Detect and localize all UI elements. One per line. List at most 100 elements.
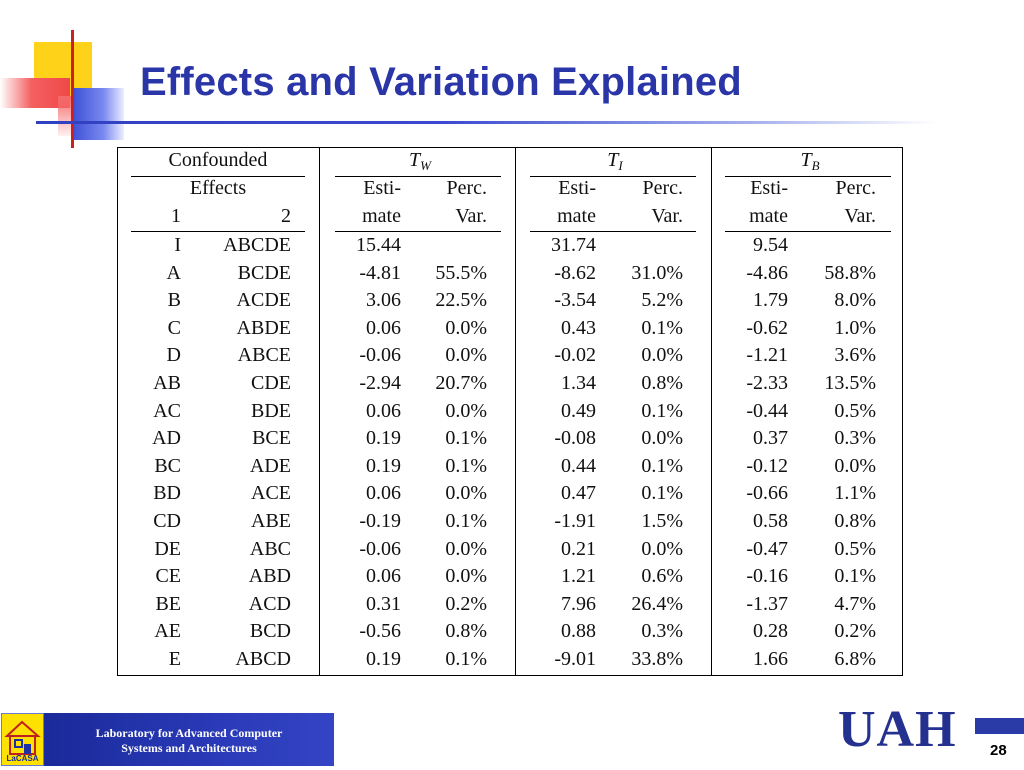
cell-effect-1: C <box>167 316 181 339</box>
cell-tb-estimate: -1.21 <box>746 344 788 367</box>
header-bottom-rule <box>335 231 501 232</box>
cell-tb-perc-var: 0.5% <box>834 399 876 422</box>
header-rule <box>335 176 501 177</box>
cell-ti-estimate: -3.54 <box>554 289 596 312</box>
cell-ti-perc-var: 33.8% <box>631 648 683 670</box>
cell-ti-estimate: -1.91 <box>554 510 596 532</box>
effects-table: Confounded TW TI TB Effects Esti- Perc. … <box>117 0 903 768</box>
cell-tw-estimate: 0.19 <box>366 454 401 477</box>
cell-effect-2: ABC <box>249 537 291 560</box>
header-tb-symbol: T <box>800 149 812 171</box>
cell-tb-estimate: -1.37 <box>746 592 788 615</box>
header-tw-symbol: T <box>409 149 421 171</box>
cell-ti-estimate: -9.01 <box>554 648 596 670</box>
cell-tw-estimate: -0.56 <box>359 620 401 643</box>
cell-ti-estimate: -0.02 <box>554 344 596 367</box>
cell-tb-estimate: 0.28 <box>753 620 788 643</box>
header-col1: 1 <box>171 205 181 227</box>
cell-tb-estimate: -0.44 <box>746 399 788 422</box>
header-ti-var: Var. <box>651 205 683 227</box>
cell-tb-estimate: -0.66 <box>746 482 788 505</box>
cell-tw-estimate: 0.31 <box>366 592 401 615</box>
header-ti-subscript: I <box>618 158 623 173</box>
cell-effect-1: AE <box>154 620 181 643</box>
header-ti-esti: Esti- <box>558 177 596 199</box>
cell-tw-perc-var: 0.1% <box>445 427 487 450</box>
lab-name-line2: Systems and Architectures <box>121 741 257 755</box>
header-tw-perc: Perc. <box>446 177 487 199</box>
header-tw-var: Var. <box>455 205 487 227</box>
cell-effect-2: ABDE <box>236 316 291 339</box>
cell-tb-perc-var: 58.8% <box>824 261 876 284</box>
cell-tw-perc-var: 0.0% <box>445 316 487 339</box>
header-bottom-rule <box>131 231 305 232</box>
header-tb-perc: Perc. <box>835 177 876 199</box>
header-ti-mate: mate <box>557 205 596 227</box>
house-icon <box>4 720 41 755</box>
cell-tb-perc-var: 1.1% <box>834 482 876 505</box>
cell-effect-2: ABD <box>248 565 291 588</box>
header-col2: 2 <box>281 205 291 227</box>
cell-tw-estimate: -2.94 <box>359 372 401 394</box>
header-tb-esti: Esti- <box>750 177 788 199</box>
decorative-vertical-line <box>71 30 74 148</box>
cell-tb-perc-var: 0.5% <box>834 537 876 560</box>
cell-ti-estimate: -0.08 <box>554 427 596 450</box>
header-ti: TI <box>530 148 700 178</box>
cell-tw-estimate: -0.06 <box>359 537 401 560</box>
cell-tw-estimate: 0.06 <box>366 316 401 339</box>
cell-tb-estimate: 9.54 <box>753 234 788 256</box>
header-tb-var: Var. <box>844 205 876 227</box>
cell-effect-2: ABCD <box>235 648 291 670</box>
cell-effect-2: BCDE <box>237 261 291 284</box>
effects-table-frame <box>117 147 903 676</box>
header-tb-mate: mate <box>749 205 788 227</box>
cell-tb-estimate: -4.86 <box>746 261 788 284</box>
cell-ti-perc-var: 0.1% <box>641 399 683 422</box>
cell-tw-estimate: 3.06 <box>366 289 401 312</box>
cell-effect-1: CD <box>153 510 181 532</box>
header-tb-subscript: B <box>811 158 820 173</box>
cell-effect-1: CE <box>155 565 181 588</box>
cell-ti-perc-var: 0.1% <box>641 482 683 505</box>
cell-ti-perc-var: 0.0% <box>641 537 683 560</box>
cell-ti-estimate: -8.62 <box>554 261 596 284</box>
cell-effect-2: ABE <box>251 510 291 532</box>
cell-effect-1: AD <box>152 427 181 450</box>
cell-tw-estimate: -0.19 <box>359 510 401 532</box>
cell-tb-estimate: -0.47 <box>746 537 788 560</box>
cell-tb-estimate: -0.16 <box>746 565 788 588</box>
table-column-separator <box>319 147 320 676</box>
cell-ti-estimate: 1.34 <box>561 372 596 394</box>
cell-tb-perc-var: 0.1% <box>834 565 876 588</box>
cell-effect-1: AC <box>153 399 181 422</box>
cell-ti-perc-var: 5.2% <box>641 289 683 312</box>
cell-tb-estimate: -2.33 <box>746 372 788 394</box>
table-column-separator <box>515 147 516 676</box>
cell-ti-estimate: 31.74 <box>551 234 596 256</box>
cell-ti-perc-var: 0.8% <box>641 372 683 394</box>
cell-effect-1: D <box>166 344 181 367</box>
cell-ti-perc-var: 0.1% <box>641 454 683 477</box>
cell-tb-perc-var: 0.2% <box>834 620 876 643</box>
cell-tb-perc-var: 4.7% <box>834 592 876 615</box>
cell-tb-estimate: 1.66 <box>753 648 788 670</box>
cell-tb-estimate: 1.79 <box>753 289 788 312</box>
cell-tb-perc-var: 0.0% <box>834 454 876 477</box>
cell-effect-1: B <box>167 289 181 312</box>
cell-ti-estimate: 0.49 <box>561 399 596 422</box>
header-confounded: Confounded <box>168 149 268 171</box>
cell-ti-estimate: 0.47 <box>561 482 596 505</box>
cell-effect-1: DE <box>154 537 181 560</box>
header-rule <box>131 176 305 177</box>
cell-tw-perc-var: 20.7% <box>435 372 487 394</box>
cell-effect-2: ACDE <box>236 289 291 312</box>
cell-ti-perc-var: 0.1% <box>641 316 683 339</box>
cell-effect-2: BCD <box>249 620 291 643</box>
cell-tb-perc-var: 0.8% <box>834 510 876 532</box>
cell-tb-perc-var: 1.0% <box>834 316 876 339</box>
cell-ti-estimate: 0.44 <box>561 454 596 477</box>
cell-tw-perc-var: 0.1% <box>445 510 487 532</box>
cell-tw-perc-var: 0.0% <box>445 344 487 367</box>
cell-ti-estimate: 1.21 <box>561 565 596 588</box>
